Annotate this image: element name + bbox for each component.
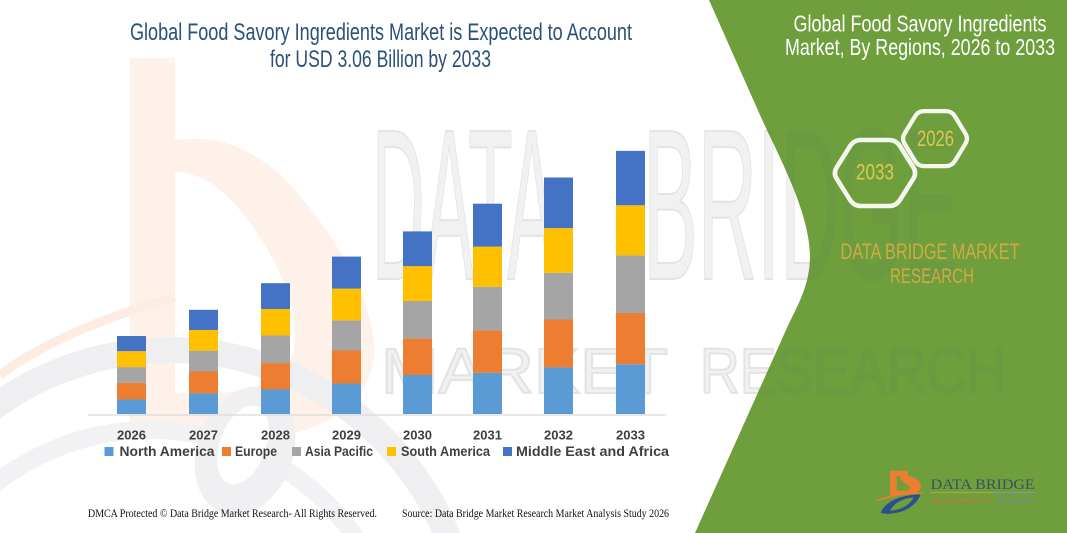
svg-text:Middle East and Africa: Middle East and Africa [516,443,669,459]
svg-text:2027: 2027 [189,428,218,443]
svg-text:Global Food Savory Ingredients: Global Food Savory Ingredients Market is… [130,19,632,46]
svg-text:2033: 2033 [616,428,645,443]
svg-text:2032: 2032 [544,428,573,443]
svg-text:North America: North America [120,443,215,459]
svg-text:DATA: DATA [372,84,556,325]
svg-text:Market, By Regions, 2026 to 20: Market, By Regions, 2026 to 2033 [785,34,1055,60]
svg-text:2033: 2033 [856,159,894,184]
svg-text:Source: Data Bridge Market Res: Source: Data Bridge Market Research Mark… [402,506,669,520]
svg-text:2031: 2031 [473,428,502,443]
svg-text:MARKET: MARKET [931,498,992,505]
svg-text:DATA BRIDGE MARKET: DATA BRIDGE MARKET [841,239,1020,264]
svg-text:RESEARCH: RESEARCH [998,498,1035,505]
svg-text:2028: 2028 [261,428,290,443]
svg-text:DMCA Protected © Data Bridge M: DMCA Protected © Data Bridge Market Rese… [88,506,377,520]
svg-text:for USD 3.06 Billion by 2033: for USD 3.06 Billion by 2033 [270,46,491,73]
svg-text:Global Food Savory Ingredients: Global Food Savory Ingredients [794,11,1047,37]
svg-text:RESEARCH: RESEARCH [890,265,974,288]
svg-text:2030: 2030 [403,428,432,443]
svg-text:South America: South America [401,443,490,459]
svg-text:2026: 2026 [117,428,146,443]
svg-text:2029: 2029 [332,428,361,443]
svg-text:Europe: Europe [235,443,277,459]
svg-text:DATA BRIDGE: DATA BRIDGE [931,477,1035,493]
svg-text:Asia Pacific: Asia Pacific [305,443,373,459]
svg-text:2026: 2026 [917,126,954,151]
